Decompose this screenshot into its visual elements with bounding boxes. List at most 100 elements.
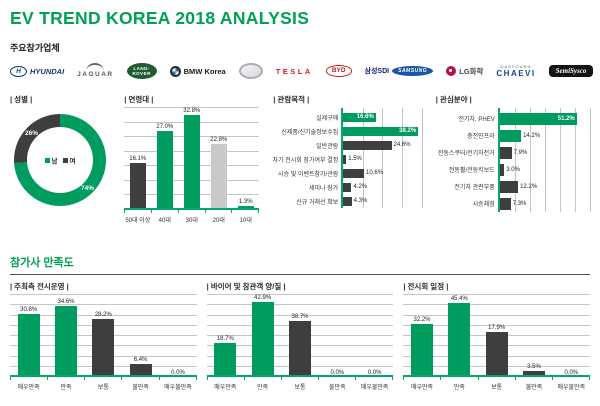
chart-panel-gender: | 성별 | 남 여 74% 26% [10,94,110,244]
category-label: 매우만족 [17,385,40,391]
bar-value-label: 14.2% [523,132,541,139]
bar: 38.2% [343,126,419,136]
bar-value-label: 28.2% [94,312,112,319]
category-labels: 전기차, PHEV 충전인프라 전동스쿠터/전기자전거 전동휠/전동킥보드 전기차 관련… [436,108,498,212]
bar-value-label: 38.7% [291,314,309,321]
bar: 51.2% [499,112,577,125]
category-label: 불만족 [525,385,543,391]
bar-slot: 27.0% [151,108,178,210]
logo-text: JAGUAR [77,71,114,79]
logo-samsung-sdi: 삼성SDI SAMSUNG [365,66,434,76]
gridline [10,294,197,295]
axis-tick [47,377,49,380]
bar-slot: 34.6% [47,295,84,377]
bar-row: 14.2% [499,127,590,144]
bar [251,302,274,377]
bar-slot: 45.4% [441,295,478,377]
axis-tick [195,377,197,380]
logo-oval-emblem [238,63,263,79]
gridline [206,304,394,306]
gridline [403,324,591,326]
axis-tick [588,377,590,380]
category-label: 불만족 [132,385,149,391]
category-label: 10대 [239,218,252,224]
logo-land-rover: LAND- ROVER [126,63,157,79]
bar-value-label: 32.8% [183,108,201,114]
bar-slot: 0.0% [553,295,590,377]
plot-area: 51.2% 14.2% 7.9% 3.0% 12.2% 7.3% [497,108,591,212]
bmw-roundel-icon [169,65,181,77]
category-label: 매우불만족 [557,385,586,391]
logo-byd: BYD [325,65,352,77]
bars-group: 16.1% 27.0% 32.8% 22.8% 1.3% [124,108,259,210]
chart-panel-schedule: | 전시회 일정 | 32.2% 45.4% 17.9% 3.5% 0.0% 매우만족 만족 보… [403,281,591,391]
logo-tesla: TESLA [276,67,313,76]
chart-title: | 관심분야 | [435,95,472,104]
bar-value-label: 18.7% [216,335,234,342]
slice-value-label: 26% [25,130,39,137]
bar-slot: 0.0% [356,295,393,377]
bar-value-label: 32.2% [413,317,431,324]
logo-subtext: DAEYOUNG [500,63,532,69]
axis-ticks [124,210,260,213]
category-label: 20대 [212,218,225,224]
chart-title: | 연령대 | [124,95,154,104]
axis-tick [258,210,260,213]
logo-text: HYUNDAI [30,66,65,76]
lg-symbol-icon [446,66,457,76]
bar-value-label: 3.5% [527,364,541,371]
x-axis-labels: 50대 이상 40대 30대 20대 10대 [124,215,259,224]
bar-row: 24.6% [343,138,421,152]
category-label: 전동스쿠터/전기자전거 [437,151,495,157]
hyundai-h-icon: H [10,65,27,77]
category-label: 실제구매 [316,115,339,122]
gridline [590,108,591,212]
axis-ticks [403,377,590,380]
chart-title: | 바이어 및 참관객 양/질 | [206,282,286,291]
logo-badge: SemiSysco [548,65,594,77]
axis-tick [243,377,245,380]
logo-text: BMW Korea [183,66,226,76]
logo-badge [238,63,263,79]
category-label: 30대 [185,218,198,224]
logo-jaguar: JAGUAR [77,63,113,79]
category-label: 매우불만족 [164,385,192,391]
bar-value-label: 30.8% [20,306,38,313]
bar-slot: 16.1% [124,108,151,210]
bar-value-label: 51.2% [557,115,575,122]
axis-tick [440,377,442,380]
bar-slot: 18.7% [207,295,244,377]
x-axis-labels: 매우만족 만족 보통 불만족 매우불만족 [403,382,590,391]
bar-slot: 28.2% [85,295,122,377]
category-label: 세미나 참가 [308,185,339,192]
gridline [402,108,404,208]
category-label: 40대 [158,218,171,224]
bar-value-label: 10.6% [366,170,384,176]
bar-row: 51.2% [499,110,590,127]
legend-item: 여 [62,155,75,165]
gridline [124,107,260,108]
gridline [403,314,591,316]
gridline [574,108,576,212]
bar-value-label: 12.2% [520,183,538,190]
bar-value-label: 24.6% [393,142,411,148]
axis-tick [280,377,282,380]
bar-slot: 6.4% [122,295,159,377]
bar [343,140,392,150]
bar [288,321,311,377]
bar-value-label: 0.0% [330,370,345,376]
legend-swatch [62,157,68,163]
bar-slot: 0.0% [159,295,196,377]
axis-tick [355,377,357,380]
bar-row: 3.0% [499,161,590,178]
bar [129,363,152,377]
bar-row: 4.2% [343,180,421,194]
gridline [206,314,394,316]
category-label: 전기차 관련부품 [454,185,495,191]
legend-label: 남 [51,158,58,165]
category-label: 전동휠/전동킥보드 [448,168,495,174]
gridline [362,108,364,208]
bars-group: 30.8% 34.6% 28.2% 6.4% 0.0% [10,295,197,377]
bar-slot: 38.7% [281,295,318,377]
